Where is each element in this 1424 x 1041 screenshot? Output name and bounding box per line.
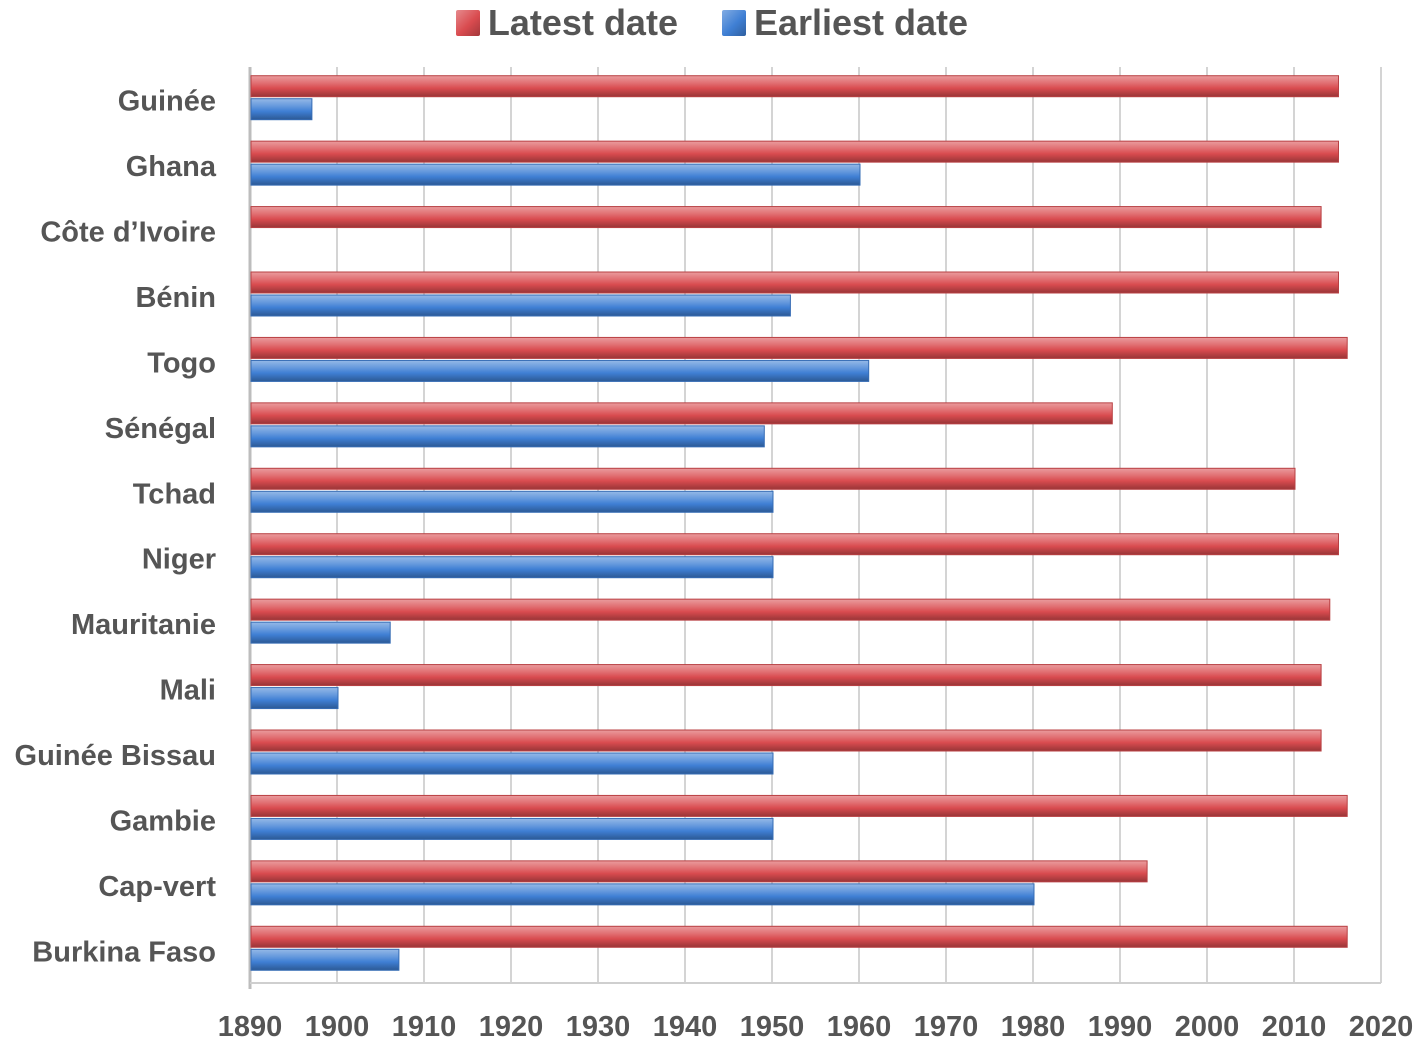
legend-item-earliest: Earliest date — [721, 2, 969, 44]
bar-latest-7 — [250, 533, 1339, 556]
x-tick-label-1930: 1930 — [566, 1011, 631, 1041]
category-label: Gambie — [110, 805, 216, 837]
x-tick-label-1940: 1940 — [653, 1011, 718, 1041]
x-tick-label-2020: 2020 — [1349, 1011, 1414, 1041]
bar-latest-9 — [250, 664, 1322, 687]
legend-label-earliest: Earliest date — [753, 2, 969, 43]
bar-latest-0 — [250, 75, 1339, 98]
bar-latest-8 — [250, 598, 1331, 621]
category-label: Bénin — [135, 282, 216, 314]
x-tick-label-1900: 1900 — [305, 1011, 370, 1041]
category-label: Guinée Bissau — [15, 740, 216, 772]
category-label: Burkina Faso — [32, 936, 216, 968]
legend-swatch-earliest — [721, 10, 746, 36]
legend-swatch-latest — [455, 10, 480, 36]
legend-label-latest: Latest date — [487, 2, 678, 43]
x-tick-label-1890: 1890 — [218, 1011, 283, 1041]
x-tick-label-1910: 1910 — [392, 1011, 457, 1041]
x-tick-label-1980: 1980 — [1001, 1011, 1066, 1041]
category-label: Niger — [142, 544, 216, 576]
bar-earliest-1 — [250, 163, 861, 186]
category-label: Guinée — [118, 86, 216, 118]
bar-earliest-9 — [250, 687, 339, 710]
bar-earliest-10 — [250, 752, 774, 775]
category-label: Mali — [160, 675, 216, 707]
x-tick-label-1990: 1990 — [1088, 1011, 1153, 1041]
bar-earliest-5 — [250, 425, 765, 448]
category-label: Cap-vert — [98, 871, 216, 903]
bar-earliest-8 — [250, 621, 391, 644]
x-tick-label-1960: 1960 — [827, 1011, 892, 1041]
bar-latest-1 — [250, 140, 1339, 163]
x-tick-label-2000: 2000 — [1175, 1011, 1240, 1041]
bar-earliest-7 — [250, 556, 774, 579]
x-tick-label-1970: 1970 — [914, 1011, 979, 1041]
bar-latest-4 — [250, 336, 1348, 359]
bar-earliest-4 — [250, 359, 870, 382]
bar-earliest-0 — [250, 98, 313, 121]
category-label: Côte d’Ivoire — [40, 217, 216, 249]
legend: Latest date Earliest date — [0, 2, 1424, 44]
category-label: Togo — [147, 347, 216, 379]
bar-latest-12 — [250, 860, 1148, 883]
bar-earliest-3 — [250, 294, 791, 317]
category-label: Ghana — [126, 151, 217, 183]
x-tick-label-1950: 1950 — [740, 1011, 805, 1041]
x-tick-label-1920: 1920 — [479, 1011, 544, 1041]
bar-latest-13 — [250, 925, 1348, 948]
bar-latest-5 — [250, 402, 1113, 425]
bar-latest-3 — [250, 271, 1339, 294]
bar-latest-10 — [250, 729, 1322, 752]
category-label: Sénégal — [105, 413, 216, 445]
x-tick-label-2010: 2010 — [1262, 1011, 1327, 1041]
bar-latest-11 — [250, 794, 1348, 817]
category-label: Mauritanie — [71, 609, 216, 641]
bar-earliest-6 — [250, 490, 774, 513]
bar-earliest-13 — [250, 948, 400, 971]
bar-earliest-12 — [250, 883, 1035, 906]
bar-latest-6 — [250, 467, 1296, 490]
bar-latest-2 — [250, 206, 1322, 229]
bar-earliest-11 — [250, 817, 774, 840]
category-label: Tchad — [133, 478, 216, 510]
legend-item-latest: Latest date — [455, 2, 678, 44]
